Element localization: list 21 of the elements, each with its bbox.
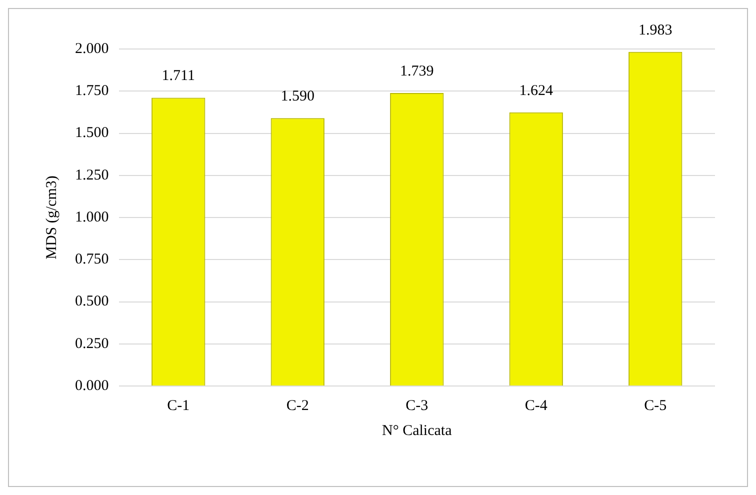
data-label: 1.624 [519, 82, 554, 99]
y-tick-label: 0.250 [75, 336, 109, 352]
x-tick-label: C-4 [524, 398, 548, 414]
y-tick-label: 2.000 [75, 40, 109, 57]
data-label: 1.739 [400, 63, 434, 80]
x-tick-label: C-3 [406, 398, 428, 414]
y-tick-label: 0.000 [75, 378, 109, 394]
y-tick-label: 0.750 [75, 252, 109, 268]
data-label: 1.590 [280, 88, 314, 105]
x-tick-label: C-1 [167, 398, 190, 414]
x-axis-title: N° Calicata [382, 422, 452, 439]
y-tick-label: 0.500 [75, 294, 109, 310]
y-tick-label: 1.500 [75, 125, 109, 142]
data-label: 1.983 [638, 22, 672, 38]
data-label: 1.711 [162, 68, 195, 84]
x-tick-label: C-5 [644, 398, 667, 414]
y-tick-label: 1.750 [75, 83, 109, 100]
y-tick-label: 1.250 [75, 167, 109, 184]
y-tick-label: 1.000 [75, 209, 109, 226]
x-tick-label: C-2 [286, 398, 309, 414]
y-axis-title: MDS (g/cm3) [44, 176, 60, 260]
